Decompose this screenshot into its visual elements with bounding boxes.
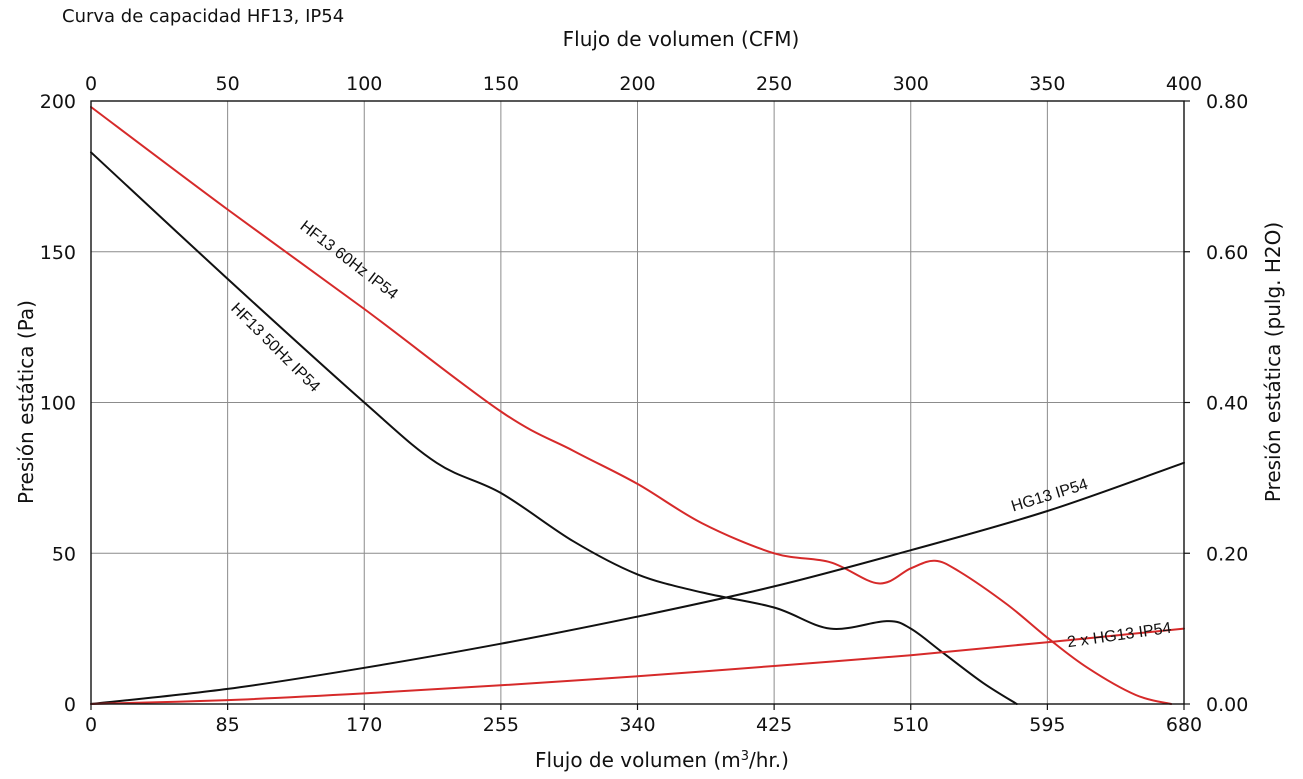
series-line-hf13-60hz (90, 106, 1173, 705)
y-axis-title-left: Presión estática (Pa) (14, 300, 38, 504)
y-tick-label: 150 (40, 242, 76, 264)
y2-tick-label: 0.60 (1206, 242, 1248, 264)
x-tick-label: 255 (483, 714, 519, 736)
series-line-hg13 (90, 461, 1185, 705)
x-axis-title-top: Flujo de volumen (CFM) (563, 27, 800, 51)
series-label-hf13-60hz: HF13 60Hz IP54 (297, 218, 401, 304)
y-tick-label: 50 (52, 543, 76, 565)
x-axis-title-bottom: Flujo de volumen (m3/hr.) (535, 748, 789, 772)
tick-labels: 0085501701002551503402004252505103005953… (40, 73, 1249, 736)
x2-tick-label: 300 (893, 73, 929, 95)
x2-tick-label: 100 (346, 73, 382, 95)
x2-tick-label: 250 (756, 73, 792, 95)
y-tick-label: 100 (40, 393, 76, 415)
series-lines (90, 106, 1185, 705)
series-labels: HF13 60Hz IP54 HF13 50Hz IP54 HG13 IP54 … (227, 218, 1172, 652)
x2-tick-label: 400 (1166, 73, 1202, 95)
x-tick-label: 510 (893, 714, 929, 736)
x-tick-label: 680 (1166, 714, 1202, 736)
y-axis-title-right: Presión estática (pulg. H2O) (1261, 222, 1285, 502)
x2-tick-label: 350 (1029, 73, 1065, 95)
x-tick-label: 0 (85, 714, 97, 736)
x2-tick-label: 200 (619, 73, 655, 95)
x-tick-label: 170 (346, 714, 382, 736)
series-label-2x-hg13: 2 x HG13 IP54 (1066, 620, 1172, 651)
x-tick-label: 85 (216, 714, 240, 736)
series-line-hf13-50hz (90, 151, 1018, 705)
y-tick-label: 200 (40, 91, 76, 113)
series-line-2x-hg13 (90, 627, 1185, 705)
x-tick-label: 595 (1029, 714, 1065, 736)
y2-tick-label: 0.80 (1206, 91, 1248, 113)
y2-tick-label: 0.00 (1206, 694, 1248, 716)
y-tick-label: 0 (64, 694, 76, 716)
y2-tick-label: 0.40 (1206, 393, 1248, 415)
x2-tick-label: 50 (216, 73, 240, 95)
x2-tick-label: 150 (483, 73, 519, 95)
x-tick-label: 425 (756, 714, 792, 736)
y2-tick-label: 0.20 (1206, 543, 1248, 565)
series-label-hf13-50hz: HF13 50Hz IP54 (227, 300, 323, 396)
x2-tick-label: 0 (85, 73, 97, 95)
chart-title: Curva de capacidad HF13, IP54 (62, 6, 345, 27)
x-tick-label: 340 (619, 714, 655, 736)
